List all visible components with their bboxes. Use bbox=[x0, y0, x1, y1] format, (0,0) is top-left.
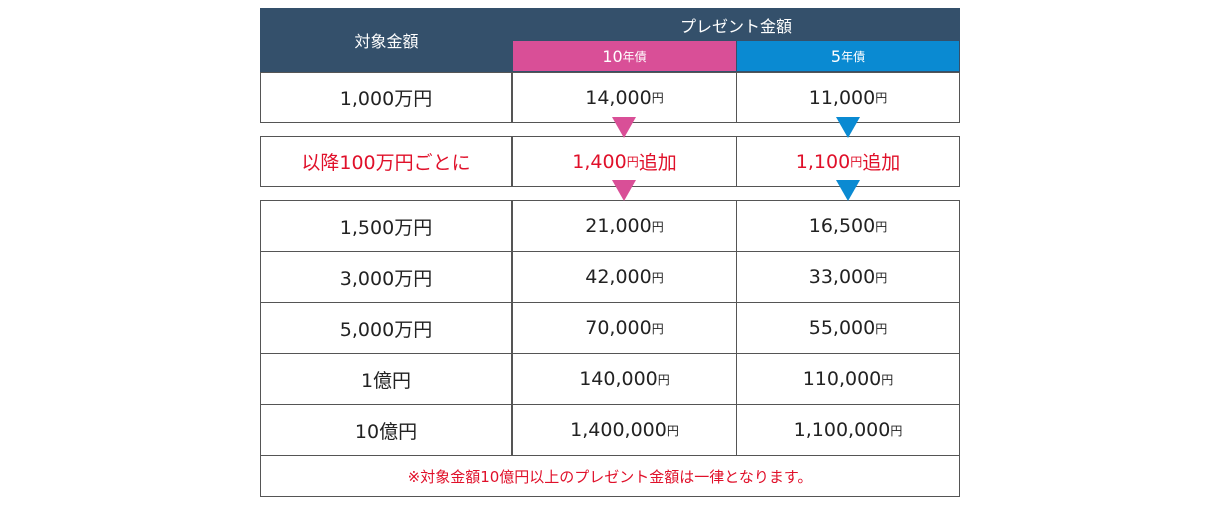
unit: 円 bbox=[890, 423, 903, 438]
note: ※対象金額10億円以上のプレゼント金額は一律となります。 bbox=[407, 467, 813, 486]
arrow bbox=[612, 180, 636, 201]
cell: ※対象金額10億円以上のプレゼント金額は一律となります。 bbox=[260, 455, 960, 497]
unit: 円 bbox=[651, 219, 664, 234]
header-text: プレゼント金額 bbox=[679, 16, 792, 36]
bond-unit: 年債 bbox=[622, 49, 647, 64]
amount: 42,000 bbox=[585, 266, 652, 288]
suffix: 追加 bbox=[862, 152, 901, 174]
row-label: 10億円 bbox=[354, 420, 418, 443]
row-label: 1,500万円 bbox=[339, 216, 433, 239]
amount: 14,000 bbox=[585, 86, 652, 109]
cell: 5 年債 bbox=[736, 40, 960, 72]
cell: 以降100万円ごとに bbox=[260, 136, 512, 187]
row-label: 1億円 bbox=[360, 369, 412, 392]
unit: 円 bbox=[651, 270, 664, 285]
amount: 1,400 bbox=[572, 150, 627, 173]
amount: 1,100 bbox=[795, 150, 851, 173]
bond-num: 5 bbox=[830, 46, 842, 66]
unit: 円 bbox=[875, 321, 888, 336]
amount: 1,400,000 bbox=[570, 419, 667, 441]
cell: 110,000 円 bbox=[736, 353, 960, 405]
unit: 円 bbox=[875, 91, 888, 105]
unit: 円 bbox=[881, 372, 894, 387]
amount: 16,500 bbox=[808, 215, 876, 237]
arrow bbox=[836, 117, 860, 138]
cell: 1,000万円 bbox=[260, 72, 512, 123]
unit: 円 bbox=[850, 155, 863, 169]
amount: 55,000 bbox=[808, 317, 876, 339]
unit: 円 bbox=[651, 91, 664, 105]
bond-num: 10 bbox=[602, 46, 623, 66]
unit: 円 bbox=[626, 155, 639, 169]
unit: 円 bbox=[875, 219, 888, 234]
row-label: 3,000万円 bbox=[339, 267, 433, 290]
amount: 21,000 bbox=[585, 215, 652, 237]
suffix: 追加 bbox=[638, 152, 677, 174]
amount: 1,100,000 bbox=[793, 419, 891, 441]
arrow bbox=[836, 180, 860, 201]
unit: 円 bbox=[651, 321, 664, 336]
row-label: 以降100万円ごとに bbox=[301, 152, 471, 174]
header-text: 対象金額 bbox=[354, 32, 419, 51]
unit: 円 bbox=[657, 372, 670, 387]
cell: 対象金額 bbox=[260, 8, 513, 72]
arrow bbox=[612, 117, 636, 138]
amount: 140,000 bbox=[579, 368, 658, 390]
row-label: 1,000万円 bbox=[339, 88, 433, 110]
row-label: 5,000万円 bbox=[339, 318, 433, 341]
amount: 70,000 bbox=[585, 317, 652, 339]
unit: 円 bbox=[666, 423, 679, 438]
cell: 10 年債 bbox=[512, 40, 737, 72]
amount: 11,000 bbox=[808, 86, 876, 109]
unit: 円 bbox=[875, 270, 888, 285]
amount: 110,000 bbox=[802, 368, 882, 390]
bond-unit: 年債 bbox=[841, 49, 866, 64]
amount: 33,000 bbox=[808, 266, 876, 288]
